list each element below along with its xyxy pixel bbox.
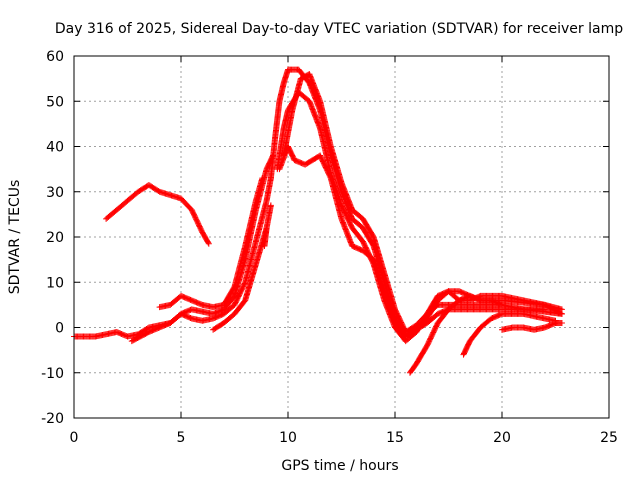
data-point [259,175,266,182]
data-marks [71,66,565,376]
data-point [205,239,212,246]
series-arc-e [210,224,270,333]
y-tick-label: 60 [46,49,64,65]
chart-title: Day 316 of 2025, Sidereal Day-to-day VTE… [55,21,623,37]
data-point [558,310,565,317]
y-axis-label: SDTVAR / TECUs [7,180,23,295]
data-point [497,301,504,308]
data-point [267,202,274,209]
x-tick-label: 20 [493,430,511,446]
y-tick-label: -10 [41,366,64,382]
data-point [205,240,212,247]
y-tick-label: 10 [46,275,64,291]
series-arc-m [499,319,565,333]
series-arc-i [280,71,565,336]
series-arc-c [128,175,274,345]
y-tick-label: 40 [46,140,64,156]
series-arc-l [460,310,559,358]
y-tick-label: 0 [55,321,64,337]
y-tick-label: 30 [46,185,64,201]
plot-frame [73,55,610,419]
grid-lines [74,56,609,418]
series-arc-h [274,89,565,345]
x-tick-label: 5 [177,430,186,446]
y-tick-label: 20 [46,230,64,246]
series-arc-j [276,143,548,340]
series-arc-b [103,181,212,247]
data-point [558,319,565,326]
axis-ticks: 0 5 10 15 20 25 -20 -10 0 10 20 30 40 50 60 [41,49,618,446]
x-tick-label: 10 [279,430,297,446]
y-tick-label: 50 [46,94,64,110]
series-arc-d [156,175,266,311]
data-point [541,306,548,313]
series-arc-f [261,202,274,250]
x-tick-label: 0 [70,430,79,446]
series-arc-k [406,292,505,376]
data-point [499,301,505,308]
x-tick-label: 25 [600,430,618,446]
y-tick-label: -20 [41,411,64,427]
x-tick-label: 15 [386,430,404,446]
x-axis-label: GPS time / hours [281,458,398,474]
